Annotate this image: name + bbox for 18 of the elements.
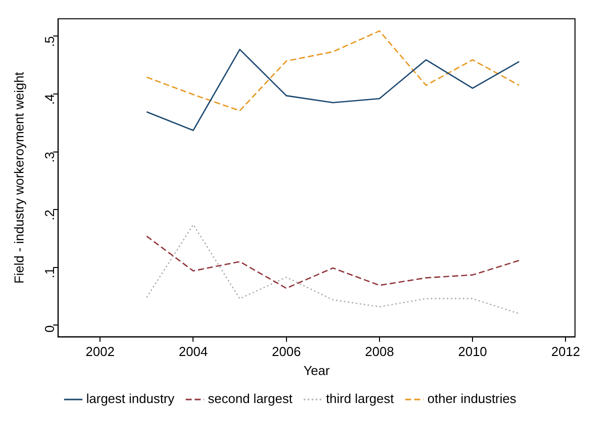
y-tick-label: .4 [42,94,57,105]
x-tick-label: 2002 [86,344,115,360]
x-tick-label: 2004 [178,344,208,360]
legend-label: third largest [326,391,394,406]
x-tick-label: 2012 [551,344,580,360]
legend-label: second largest [208,391,293,406]
x-tick-label: 2008 [364,344,394,360]
x-tick-label: 2006 [272,344,301,360]
legend-label: other industries [427,391,517,406]
y-tick-label: .5 [42,36,57,47]
y-tick-label: 0 [42,325,57,332]
y-tick-label: .1 [42,267,57,278]
x-tick-label: 2010 [458,344,488,360]
legend-label: largest industry [86,391,175,406]
y-tick-label: .2 [42,210,57,220]
x-axis-title: Year [303,362,330,378]
y-tick-label: .3 [42,152,57,163]
y-axis-title: Field - industry workeroyment weight [11,72,26,284]
